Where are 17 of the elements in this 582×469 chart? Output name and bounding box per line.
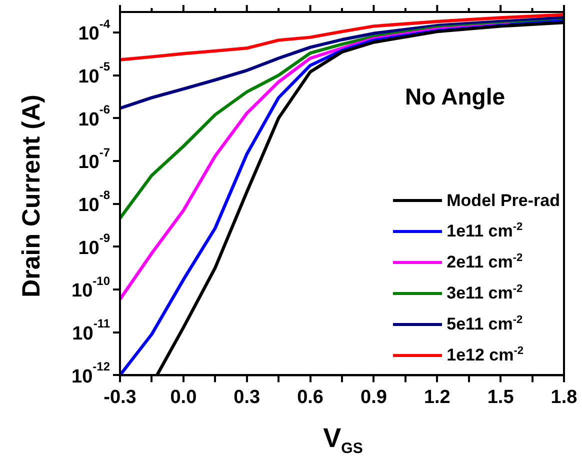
x-tick-label: 1.5 (487, 386, 514, 408)
x-tick-label: 0.0 (170, 386, 197, 408)
legend-label: 2e11 cm$^{-2}$ (446, 252, 523, 273)
x-tick-label: 1.2 (424, 386, 450, 408)
x-tick-label: -0.3 (104, 386, 136, 408)
x-tick-label: 0.9 (360, 386, 387, 408)
legend-label: 5e11 cm$^{-2}$ (446, 314, 523, 335)
x-axis-title: V$_{GS}$ (323, 422, 363, 458)
legend-label: 1e12 cm$^{-2}$ (446, 345, 524, 366)
legend-label: 3e11 cm$^{-2}$ (446, 283, 523, 304)
legend-label: Model Pre-rad (446, 190, 560, 210)
annotation: No Angle (404, 84, 506, 110)
y-axis-title: Drain Current (A) (18, 94, 46, 298)
x-tick-label: 0.3 (234, 386, 260, 408)
x-tick-label: 1.8 (550, 386, 578, 408)
legend-label: 1e11 cm$^{-2}$ (446, 221, 523, 242)
x-tick-label: 0.6 (297, 386, 324, 408)
